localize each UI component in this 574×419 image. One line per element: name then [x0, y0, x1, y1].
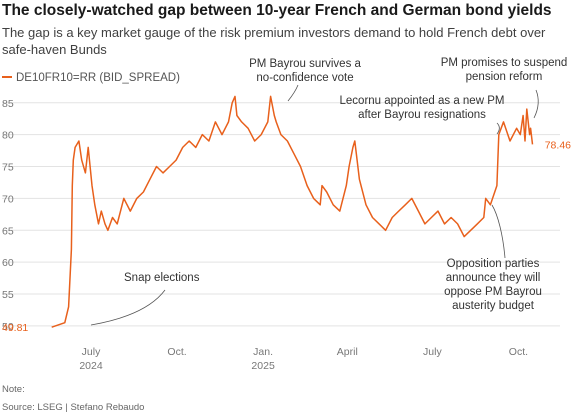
annotation-arrow — [90, 289, 166, 326]
legend: DE10FR10=RR (BID_SPREAD) — [2, 72, 180, 84]
x-tick-label: Oct. — [509, 346, 528, 358]
series-line-spread — [51, 95, 534, 328]
annotation: PM promises to suspend pension reform — [441, 57, 568, 119]
y-axis: 50 55 60 65 70 75 80 85 — [2, 98, 14, 333]
annotation-arrow — [491, 204, 506, 259]
start-value-label: 49.81 — [2, 322, 28, 334]
annotation-arrow — [533, 89, 539, 119]
legend-label: DE10FR10=RR (BID_SPREAD) — [16, 72, 180, 84]
annotation-text: Lecornu appointed as a new PM — [340, 95, 505, 107]
y-tick-label: 85 — [2, 98, 14, 110]
chart-source: Source: LSEG | Stefano Rebaudo — [2, 402, 145, 413]
gridlines — [2, 102, 560, 327]
annotation-text: announce they will — [446, 272, 541, 284]
x-axis: July 2024 Oct. Jan. 2025 April July Oct. — [79, 346, 528, 372]
annotations: Snap elections PM Bayrou survives a no-con… — [90, 57, 568, 326]
y-tick-label: 65 — [2, 225, 14, 237]
annotation-text: no-confidence vote — [256, 72, 353, 84]
annotation: Snap elections — [90, 272, 200, 326]
x-tick-label: Oct. — [167, 346, 186, 358]
annotation-text: pension reform — [466, 71, 543, 83]
value-labels: 49.81 78.46 — [2, 139, 571, 334]
chart-note: Note: — [2, 384, 25, 395]
x-tick-year-label: 2025 — [251, 360, 275, 372]
x-tick-label: April — [337, 346, 358, 358]
x-tick-label: July — [82, 346, 101, 358]
x-tick-label: July — [423, 346, 442, 358]
annotation-text: after Bayrou resignations — [358, 109, 486, 121]
annotation: Lecornu appointed as a new PM after Bayro… — [340, 95, 505, 135]
annotation-text: oppose PM Bayrou — [444, 286, 542, 298]
x-tick-label: Jan. — [253, 346, 273, 358]
chart-title: The closely-watched gap between 10-year … — [2, 2, 552, 19]
y-tick-label: 50 — [2, 321, 14, 333]
end-value-label: 78.46 — [545, 139, 571, 151]
annotation-arrow — [287, 84, 299, 102]
annotation: PM Bayrou survives a no-confidence vote — [249, 58, 362, 102]
chart-subtitle: The gap is a key market gauge of the ris… — [2, 25, 546, 57]
y-tick-label: 80 — [2, 130, 14, 142]
annotation: Opposition parties announce they will oppo… — [444, 204, 542, 312]
annotation-text: PM Bayrou survives a — [249, 58, 361, 70]
y-tick-label: 60 — [2, 257, 14, 269]
annotation-text: austerity budget — [452, 300, 535, 312]
x-tick-year-label: 2024 — [79, 360, 103, 372]
y-tick-label: 75 — [2, 162, 14, 174]
annotation-arrow — [496, 122, 500, 135]
annotation-text: PM promises to suspend — [441, 57, 568, 69]
y-tick-label: 55 — [2, 289, 14, 301]
annotation-text: Opposition parties — [447, 258, 540, 270]
annotation-text: Snap elections — [124, 272, 200, 284]
y-tick-label: 70 — [2, 193, 14, 205]
